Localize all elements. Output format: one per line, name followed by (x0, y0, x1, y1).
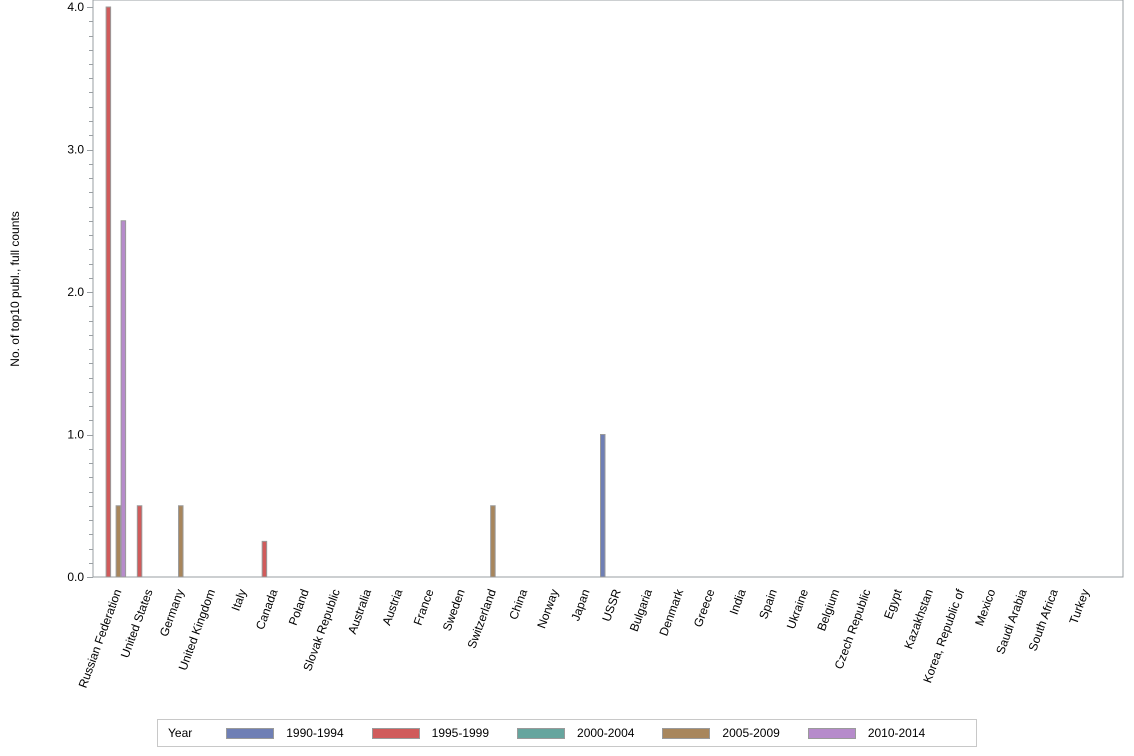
legend-label: 2000-2004 (577, 726, 635, 740)
bar (105, 6, 112, 578)
legend-swatch (226, 727, 275, 739)
bar (178, 505, 184, 578)
x-tick-label: France (411, 587, 437, 627)
x-tick-label: Australia (345, 587, 374, 636)
bar (115, 505, 122, 578)
x-tick-label: Germany (157, 587, 187, 638)
x-tick-label: Switzerland (465, 587, 499, 650)
y-axis-label: No. of top10 publ., full counts (8, 211, 22, 366)
x-tick-label: Poland (286, 587, 312, 627)
legend-item: 1995-1999 (371, 726, 490, 740)
y-tick-label: 2.0 (67, 285, 84, 299)
bar (490, 505, 496, 578)
chart-legend: Year 1990-1994 1995-1999 2000-2004 2005-200… (157, 719, 977, 747)
x-tick-label: Japan (568, 587, 592, 623)
x-tick-label: Sweden (440, 587, 468, 633)
x-tick-label: Italy (229, 587, 250, 612)
legend-title: Year (168, 726, 193, 740)
bar (120, 220, 127, 578)
bar (136, 505, 143, 578)
x-tick-label: USSR (599, 587, 624, 623)
plot-frame (92, 0, 1124, 578)
x-tick-label: Russian Federation (76, 587, 125, 690)
x-tick-label: Kazakhstan (901, 587, 936, 651)
legend-swatch (371, 727, 420, 739)
y-tick-label: 1.0 (67, 428, 84, 442)
x-tick-label: China (506, 587, 530, 622)
chart-plot-area: 0.0 1.0 2.0 3.0 4.0 No. of top10 publ., full … (8, 0, 1124, 690)
legend-label: 2005-2009 (722, 726, 780, 740)
x-tick-label: Belgium (814, 587, 842, 633)
x-tick-label: Austria (379, 587, 405, 627)
bar (600, 434, 606, 578)
x-tick-label: Norway (534, 587, 561, 630)
legend-swatch (517, 727, 566, 739)
x-tick-label: Denmark (656, 586, 686, 637)
y-tick-label: 3.0 (67, 143, 84, 157)
x-tick-label: Canada (253, 587, 281, 632)
x-tick-label: United States (118, 587, 156, 659)
y-tick-label: 4.0 (67, 0, 84, 14)
legend-swatch (807, 727, 856, 739)
legend-item: 2000-2004 (517, 726, 634, 740)
legend-item: 1990-1994 (226, 726, 344, 740)
legend-label: 1990-1994 (286, 726, 344, 740)
x-tick-label: India (727, 587, 749, 617)
x-tick-label: Saudi Arabia (993, 587, 1030, 656)
x-tick-label: Egypt (881, 587, 905, 621)
legend-item: 2005-2009 (662, 726, 780, 740)
bar (261, 540, 268, 578)
y-tick-label: 0.0 (67, 570, 84, 584)
x-tick-label: Mexico (972, 587, 998, 628)
legend-label: 2010-2014 (867, 726, 926, 740)
x-tick-label: Greece (691, 587, 718, 629)
legend-item: 2010-2014 (807, 726, 926, 740)
x-tick-label: Spain (756, 587, 780, 621)
x-tick-label: Bulgaria (627, 587, 655, 633)
legend-swatch (662, 727, 711, 739)
x-tick-label: Ukraine (784, 587, 811, 631)
x-tick-label: Turkey (1066, 587, 1092, 626)
x-tick-label: South Africa (1025, 587, 1060, 653)
legend-label: 1995-1999 (431, 726, 490, 740)
